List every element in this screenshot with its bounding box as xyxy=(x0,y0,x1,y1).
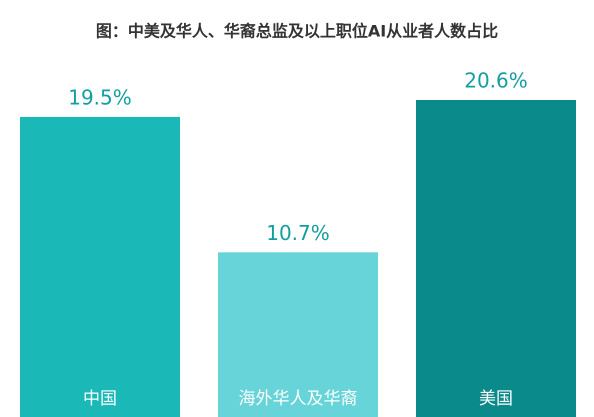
category-label: 海外华人及华裔 xyxy=(239,389,358,409)
category-label: 美国 xyxy=(479,389,513,409)
bar xyxy=(20,116,180,417)
bar xyxy=(416,100,576,417)
value-label: 10.7% xyxy=(266,221,330,245)
chart-title: 图：中美及华人、华裔总监及以上职位AI从业者人数占比 xyxy=(96,22,498,41)
category-label: 中国 xyxy=(83,389,117,409)
value-label: 19.5% xyxy=(68,85,132,109)
bar xyxy=(218,252,378,417)
value-label: 20.6% xyxy=(464,69,528,93)
